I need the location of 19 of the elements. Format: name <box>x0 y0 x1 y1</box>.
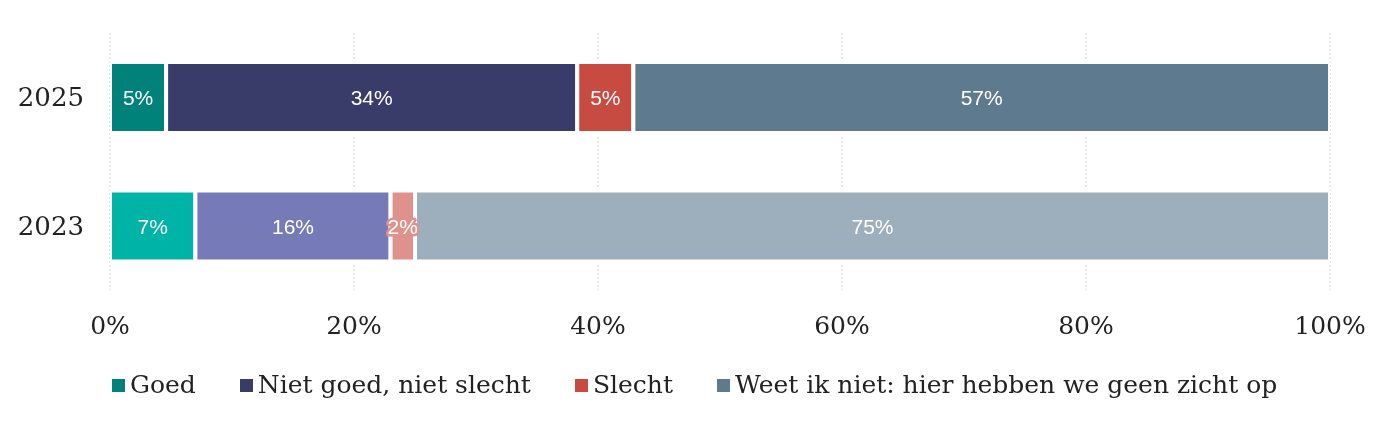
data-label: 5% <box>122 86 154 109</box>
y-tick-label: 2023 <box>17 210 84 241</box>
x-tick-label: 80% <box>1058 310 1114 340</box>
data-label: 7% <box>137 214 168 238</box>
legend-label: Goed <box>130 370 196 400</box>
data-label: 5% <box>590 86 621 109</box>
x-tick-label: 100% <box>1294 310 1366 340</box>
data-label: 34% <box>350 86 393 109</box>
data-label: 75% <box>851 214 894 238</box>
legend-label: Slecht <box>592 370 673 400</box>
x-tick-label: 60% <box>814 310 870 340</box>
x-tick-label: 0% <box>90 310 130 340</box>
data-label: 16% <box>271 214 315 238</box>
x-tick-label: 40% <box>570 310 626 340</box>
legend-label: Niet goed, niet slecht <box>257 370 531 400</box>
data-label: 57% <box>960 86 1003 109</box>
x-tick-label: 20% <box>326 310 382 340</box>
legend-label: Weet ik niet: hier hebben we geen zicht op <box>734 370 1278 400</box>
y-tick-label: 2025 <box>17 82 84 113</box>
